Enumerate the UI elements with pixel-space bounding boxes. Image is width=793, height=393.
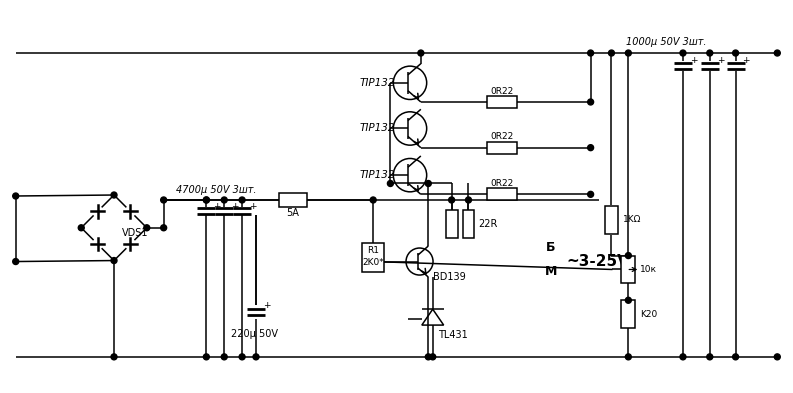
Text: ~3-25V: ~3-25V [567,254,630,269]
Circle shape [626,253,631,259]
Text: 2K0*: 2K0* [362,258,384,267]
Bar [622,300,635,328]
Circle shape [626,297,631,303]
Circle shape [221,197,228,203]
Text: TL431: TL431 [438,330,467,340]
Circle shape [588,145,594,151]
Text: +: + [690,57,697,66]
Circle shape [203,197,209,203]
Circle shape [588,99,594,105]
Bar [446,210,458,238]
Circle shape [707,354,713,360]
Text: +: + [742,57,750,66]
Circle shape [626,354,631,360]
Circle shape [733,354,738,360]
Text: R1: R1 [367,246,379,255]
Text: 5A: 5A [286,208,299,218]
Text: TIP132: TIP132 [359,170,395,180]
Text: +: + [249,202,257,211]
Circle shape [239,197,245,203]
Circle shape [588,191,594,197]
Circle shape [161,225,167,231]
Circle shape [111,354,117,360]
Circle shape [388,180,393,186]
Circle shape [733,50,738,56]
Text: 1000µ 50V 3шт.: 1000µ 50V 3шт. [626,37,707,47]
Circle shape [465,197,472,203]
Text: K20: K20 [640,310,657,319]
Circle shape [79,225,84,231]
Text: 0R22: 0R22 [491,86,514,95]
Circle shape [680,50,686,56]
Circle shape [626,50,631,56]
Circle shape [588,50,594,56]
Bar [488,188,517,200]
Text: BD139: BD139 [433,272,466,282]
Circle shape [774,354,780,360]
Text: +: + [213,202,220,211]
Text: 4700µ 50V 3шт.: 4700µ 50V 3шт. [175,185,256,195]
Bar [279,193,307,207]
Circle shape [161,197,167,203]
Circle shape [239,354,245,360]
Bar [488,142,517,154]
Bar [604,206,619,234]
Circle shape [111,192,117,198]
Circle shape [425,180,431,186]
Circle shape [203,354,209,360]
Circle shape [425,354,431,360]
Circle shape [111,257,117,264]
Circle shape [418,50,423,56]
Text: VDS1: VDS1 [122,228,148,238]
Circle shape [203,197,209,203]
Circle shape [13,259,19,264]
Circle shape [430,354,435,360]
Text: 1KΩ: 1KΩ [623,215,642,224]
Text: 0R22: 0R22 [491,179,514,188]
Bar [488,96,517,108]
Bar [622,255,635,283]
Text: 220µ 50V: 220µ 50V [231,329,278,339]
Text: +: + [263,301,270,310]
Text: TIP132: TIP132 [359,123,395,134]
Circle shape [144,225,150,231]
Circle shape [707,50,713,56]
Circle shape [13,193,19,199]
Text: 10к: 10к [640,265,657,274]
Circle shape [449,197,454,203]
Bar [462,210,474,238]
Circle shape [370,197,376,203]
Circle shape [608,50,615,56]
Text: 22R: 22R [478,219,498,229]
Text: М: М [545,265,557,278]
Circle shape [680,354,686,360]
Circle shape [221,354,228,360]
Text: +: + [232,202,239,211]
Bar [362,242,384,272]
Text: +: + [717,57,724,66]
Circle shape [774,50,780,56]
Text: Б: Б [546,241,556,254]
Text: TIP132: TIP132 [359,78,395,88]
Circle shape [253,354,259,360]
Text: 0R22: 0R22 [491,132,514,141]
